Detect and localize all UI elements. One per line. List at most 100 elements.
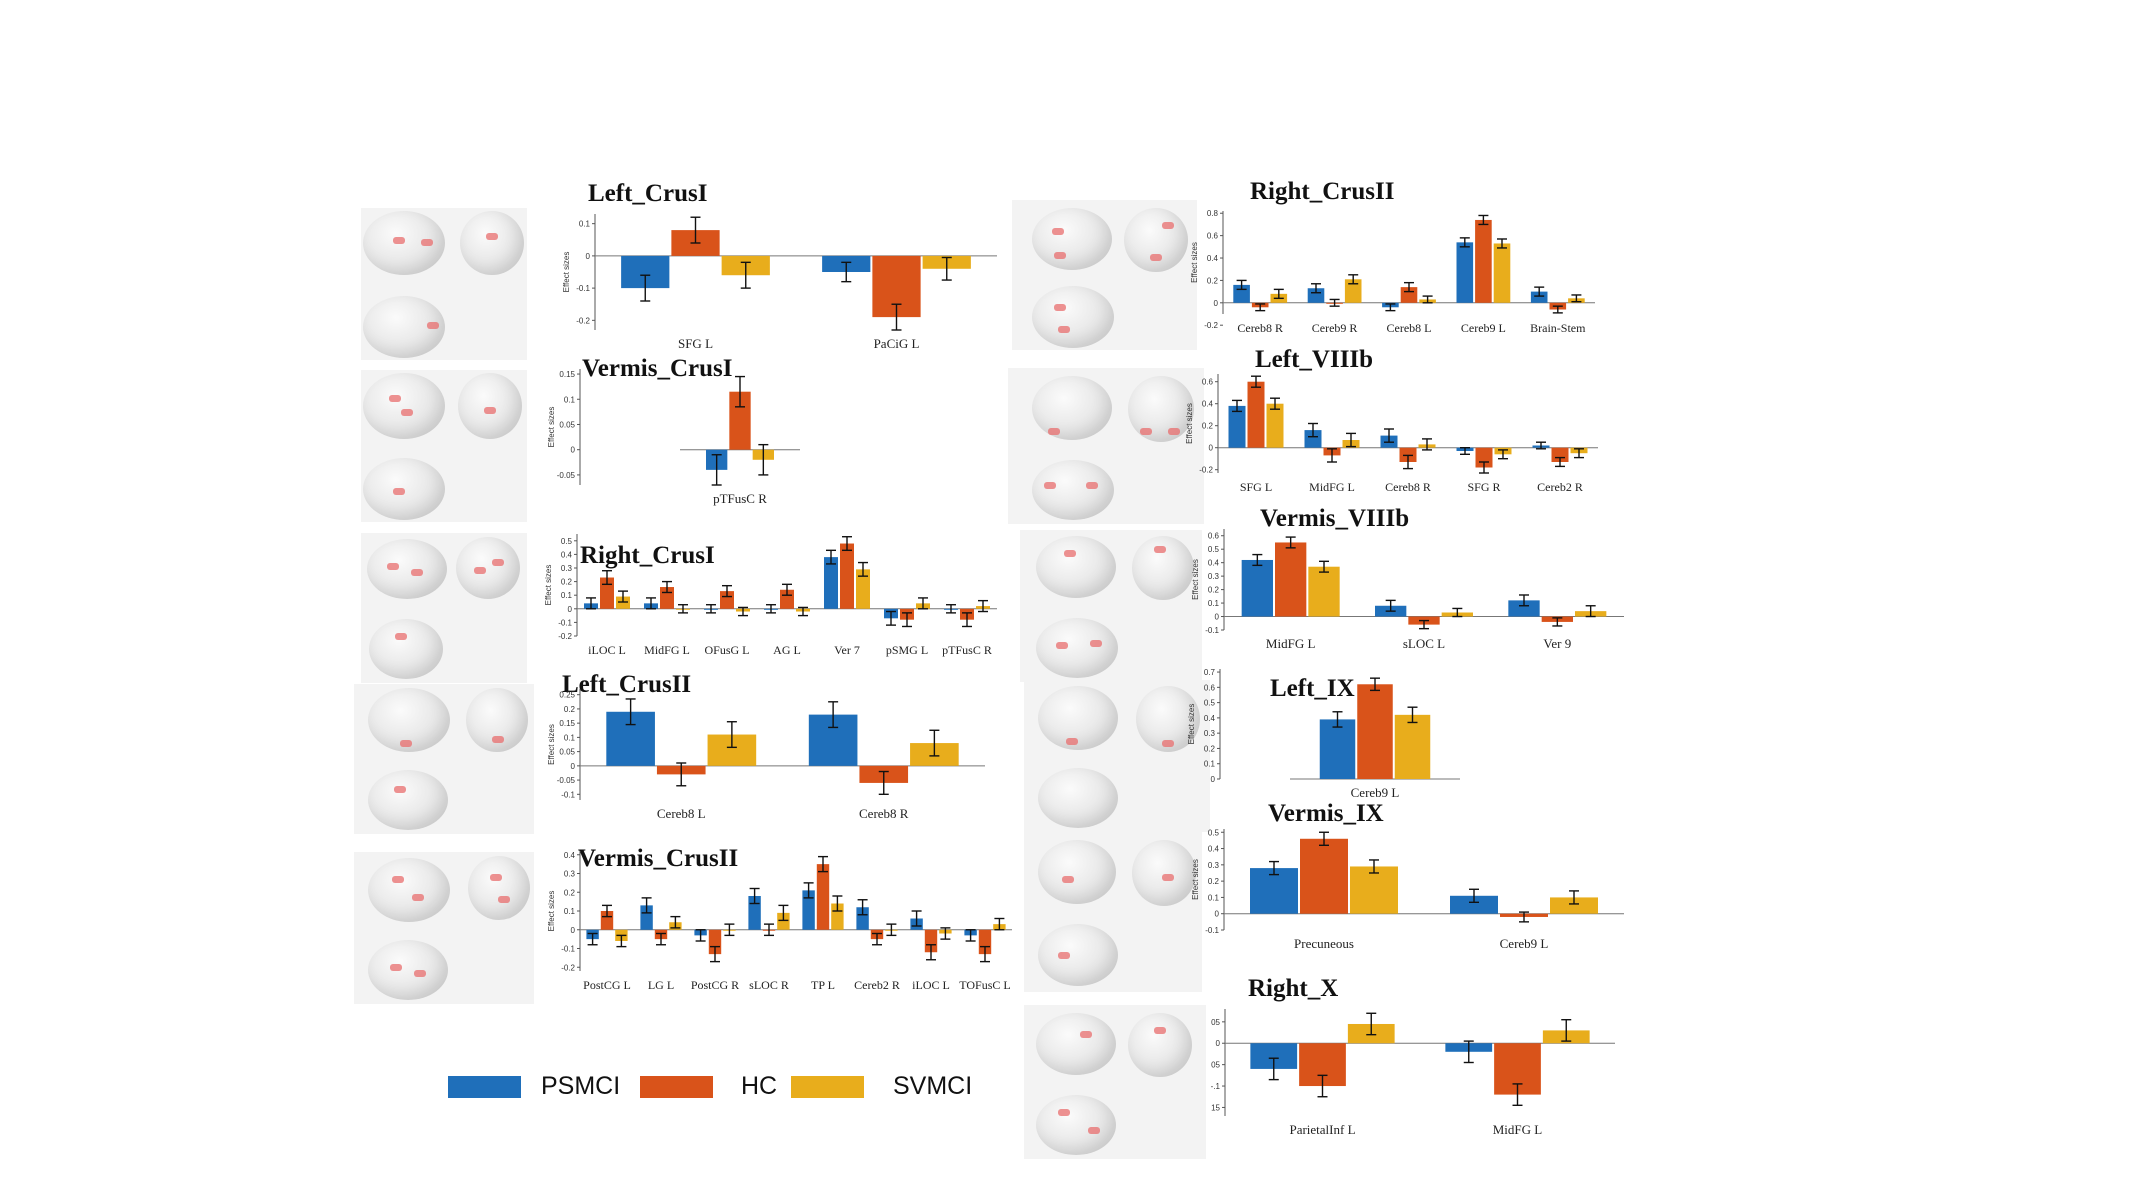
brain-sagittal: [367, 539, 447, 599]
y-tick-label: 0.4: [1207, 254, 1219, 263]
y-tick-label: -0.1: [561, 790, 575, 799]
bar: [600, 577, 614, 609]
brain-render-vermis-crusi: [361, 370, 527, 522]
y-tick-label: 0: [1209, 444, 1214, 453]
x-tick-label: PostCG R: [691, 978, 739, 992]
x-tick-label: PaCiG L: [874, 336, 920, 351]
bar: [1241, 559, 1273, 617]
y-tick-label: -0.2: [1204, 321, 1218, 330]
y-tick-label: 0.2: [1208, 877, 1220, 886]
brain-render-right-crusii: [1012, 200, 1197, 350]
y-axis-label: Effect sizes: [547, 724, 556, 765]
legend: PSMCI HC SVMCI: [448, 1070, 1008, 1110]
bar: [924, 929, 938, 953]
brain-coronal: [1136, 686, 1200, 752]
y-tick-label: -0.1: [1205, 926, 1219, 935]
y-tick-label: -.1: [1211, 1082, 1221, 1091]
y-axis-label: Effect sizes: [1187, 704, 1196, 745]
y-tick-label: 0.2: [1204, 744, 1216, 753]
x-tick-label: LG L: [648, 978, 674, 992]
y-tick-label: 0.2: [1207, 276, 1219, 285]
brain-axial: [1032, 286, 1114, 348]
brain-coronal: [1128, 376, 1194, 442]
x-tick-label: sLOC R: [749, 978, 789, 992]
panel-title-right-crusi: Right_CrusI: [580, 542, 715, 569]
chart-vermis-crusii: 0.4 0.3 0.2 0.1 0 -0.1 -0.2 Effect sizes PostCG …: [547, 851, 1012, 992]
chart-left-viiib: 0.6 0.4 0.2 0 -0.2 Effect sizes SFG L MidFG L Ce…: [1185, 374, 1598, 494]
bar: [777, 912, 790, 930]
y-tick-label: 0: [571, 762, 576, 771]
panel-title-left-crusii: Left_CrusII: [562, 671, 692, 698]
panel-title-vermis-crusi: Vermis_CrusI: [582, 355, 733, 382]
x-tick-label: Brain-Stem: [1530, 321, 1586, 335]
y-tick-label: 0.4: [1202, 400, 1214, 409]
y-tick-label: 0: [571, 926, 576, 935]
bar: [978, 929, 992, 955]
brain-render-right-x: [1024, 1005, 1206, 1159]
bar: [1550, 897, 1598, 914]
y-tick-label: 0.5: [1204, 699, 1216, 708]
x-tick-label: Cereb8 R: [1385, 480, 1431, 494]
chart-right-crusii: 0.8 0.6 0.4 0.2 0 -0.2 Effect sizes Cereb8 R Cer…: [1190, 209, 1595, 335]
brain-sagittal: [368, 688, 450, 752]
bar: [1551, 447, 1569, 462]
bar: [816, 864, 830, 930]
y-tick-label: 0.7: [1204, 668, 1216, 677]
brain-sagittal: [1032, 208, 1112, 270]
chart-right-x: 05 0 05 -.1 15 ParietalInf L MidFG L: [1211, 1009, 1615, 1137]
x-tick-label: PostCG L: [583, 978, 631, 992]
x-tick-label: TP L: [811, 978, 835, 992]
x-tick-label: TOFusC L: [959, 978, 1010, 992]
brain-coronal: [1128, 1013, 1192, 1077]
brain-coronal: [468, 856, 530, 920]
y-tick-label: 0.2: [561, 578, 573, 587]
y-tick-label: 0.25: [559, 691, 575, 700]
bar: [729, 391, 751, 450]
y-tick-label: 0.4: [1204, 714, 1216, 723]
brain-coronal: [458, 373, 522, 439]
x-tick-label: iLOC L: [588, 643, 626, 657]
bar: [748, 896, 761, 930]
brain-axial: [1036, 618, 1118, 678]
y-tick-label: 0: [568, 605, 573, 614]
y-tick-label: 0: [1215, 910, 1220, 919]
y-tick-label: 0.4: [564, 851, 576, 860]
bar: [1344, 279, 1362, 303]
y-tick-label: -0.1: [558, 618, 572, 627]
y-tick-label: -0.1: [561, 945, 575, 954]
y-tick-label: 0.6: [1204, 683, 1216, 692]
legend-label-psmci: PSMCI: [541, 1072, 621, 1100]
legend-swatch-svmci: [791, 1076, 864, 1098]
x-tick-label: MidFG L: [1493, 1122, 1543, 1137]
y-tick-label: -0.1: [576, 284, 590, 293]
y-tick-label: 0.5: [1208, 545, 1220, 554]
bar: [1275, 542, 1307, 617]
x-tick-label: Cereb9 R: [1312, 321, 1358, 335]
legend-label-hc: HC: [741, 1072, 778, 1100]
bar: [802, 890, 815, 930]
y-tick-label: 0.4: [561, 550, 573, 559]
brain-render-left-ix: [1024, 680, 1210, 832]
bar: [856, 569, 870, 609]
y-axis-label: Effect sizes: [562, 252, 571, 293]
y-tick-label: 0.3: [561, 564, 573, 573]
y-tick-label: 15: [1211, 1103, 1220, 1112]
bar: [600, 911, 614, 930]
y-tick-label: 0.1: [579, 220, 591, 229]
y-tick-label: 0.15: [559, 719, 575, 728]
brain-render-vermis-crusii: [354, 852, 534, 1004]
brain-coronal: [466, 688, 528, 752]
bar: [1319, 719, 1356, 779]
y-tick-label: -0.05: [557, 471, 576, 480]
y-tick-label: -0.05: [557, 776, 576, 785]
brain-sagittal: [1038, 840, 1116, 904]
x-tick-label: OFusG L: [704, 643, 749, 657]
panel-title-vermis-crusii: Vermis_CrusII: [578, 845, 739, 872]
x-tick-label: sLOC L: [1403, 636, 1445, 651]
x-tick-label: Cereb9 L: [1351, 785, 1400, 800]
x-tick-label: iLOC L: [912, 978, 950, 992]
bar: [1307, 288, 1325, 303]
y-tick-label: 0.2: [564, 888, 576, 897]
panel-title-vermis-ix: Vermis_IX: [1268, 800, 1384, 827]
bar: [720, 591, 734, 609]
